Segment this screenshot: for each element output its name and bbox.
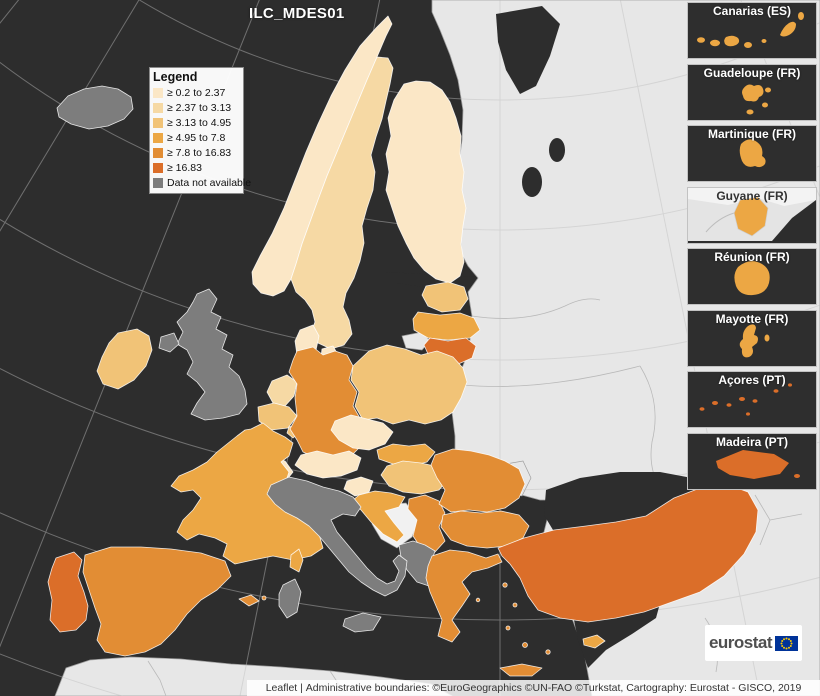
legend-item: Data not available <box>153 177 251 189</box>
country-netherlands[interactable] <box>266 374 298 407</box>
legend-item-label: ≥ 7.8 to 16.83 <box>167 147 232 159</box>
country-hungary[interactable] <box>380 460 450 495</box>
country-austria[interactable] <box>294 450 362 479</box>
legend-item: ≥ 2.37 to 3.13 <box>153 102 240 114</box>
inset-azores-map <box>699 383 792 416</box>
eurostat-logo: eurostat <box>705 625 802 661</box>
legend-item: ≥ 4.95 to 7.8 <box>153 132 240 144</box>
inset-canarias-map <box>697 12 804 48</box>
country-slovenia[interactable] <box>343 476 374 497</box>
inset-title: Canarias (ES) <box>712 4 792 18</box>
eu-flag-icon <box>775 635 799 651</box>
country-iceland[interactable] <box>56 85 134 130</box>
country-italy[interactable] <box>266 476 408 633</box>
inset-mayotte-map <box>739 323 770 357</box>
legend-title: Legend <box>153 70 198 84</box>
legend-item: ≥ 0.2 to 2.37 <box>153 87 240 99</box>
legend-item-label: ≥ 2.37 to 3.13 <box>167 102 232 114</box>
inset-title: Açores (PT) <box>718 373 786 387</box>
country-croatia[interactable] <box>351 490 406 543</box>
legend-swatch <box>153 148 163 158</box>
attribution-separator: | <box>297 682 306 694</box>
legend-swatch <box>153 103 163 113</box>
inset-title: Réunion (FR) <box>714 250 790 264</box>
country-spain[interactable] <box>82 546 267 657</box>
country-finland[interactable] <box>385 80 467 284</box>
inset-title: Mayotte (FR) <box>715 311 789 326</box>
inset-reunion-map <box>734 261 770 296</box>
map-title: ILC_MDES01 <box>249 5 345 22</box>
country-slovakia[interactable] <box>376 443 436 467</box>
country-czechia[interactable] <box>330 414 394 451</box>
country-ireland[interactable] <box>96 328 153 390</box>
country-cyprus[interactable] <box>582 634 606 649</box>
inset-martinique: Martinique (FR) <box>687 125 817 182</box>
legend-item-label: Data not available <box>167 177 252 189</box>
inset-panels: Canarias (ES) Guadeloupe (FR) Martinique… <box>687 2 817 490</box>
inset-guyane: Guyane (FR) <box>687 186 817 244</box>
legend-swatch <box>153 118 163 128</box>
inset-guadeloupe-map <box>742 84 771 114</box>
country-turkey[interactable] <box>497 483 759 623</box>
legend-item: ≥ 16.83 <box>153 162 240 174</box>
country-romania[interactable] <box>430 448 526 513</box>
legend-swatch <box>153 133 163 143</box>
inset-title: Martinique (FR) <box>708 127 796 141</box>
legend-item-label: ≥ 16.83 <box>167 162 202 174</box>
eurostat-logo-text: eurostat <box>708 633 773 652</box>
legend: Legend ≥ 0.2 to 2.37 ≥ 2.37 to 3.13 ≥ 3.… <box>149 67 251 194</box>
inset-madeira: Madeira (PT) <box>687 432 817 490</box>
inset-mayotte: Mayotte (FR) <box>687 309 817 367</box>
country-serbia[interactable] <box>407 494 446 553</box>
inset-guyane-map <box>688 187 816 241</box>
legend-item: ≥ 7.8 to 16.83 <box>153 147 240 159</box>
inset-martinique-map <box>739 139 766 168</box>
inset-guadeloupe: Guadeloupe (FR) <box>687 63 817 121</box>
inset-reunion: Réunion (FR) <box>687 248 817 305</box>
country-belgium[interactable] <box>257 402 298 431</box>
country-portugal[interactable] <box>47 551 89 633</box>
leaflet-link[interactable]: Leaflet <box>265 682 298 694</box>
country-poland[interactable] <box>350 344 468 425</box>
inset-madeira-map <box>716 449 800 479</box>
country-estonia[interactable] <box>421 281 469 313</box>
attribution-bar: Leaflet | Administrative boundaries: ©Eu… <box>247 680 820 696</box>
country-sweden[interactable] <box>290 56 394 350</box>
country-united-kingdom[interactable] <box>158 288 248 421</box>
country-latvia[interactable] <box>412 311 481 341</box>
legend-swatch <box>153 163 163 173</box>
countries-layer <box>47 15 759 677</box>
inset-canarias: Canarias (ES) <box>687 2 817 59</box>
legend-item-label: ≥ 0.2 to 2.37 <box>167 87 226 99</box>
country-france[interactable] <box>170 422 324 573</box>
inset-title: Madeira (PT) <box>715 434 788 449</box>
country-greece[interactable] <box>425 549 551 677</box>
legend-item: ≥ 3.13 to 4.95 <box>153 117 240 129</box>
inset-title: Guyane (FR) <box>716 188 788 203</box>
inset-title: Guadeloupe (FR) <box>703 65 801 80</box>
attribution-text: Administrative boundaries: ©EuroGeograph… <box>305 682 802 694</box>
legend-item-label: ≥ 3.13 to 4.95 <box>167 117 232 129</box>
legend-item-label: ≥ 4.95 to 7.8 <box>167 132 226 144</box>
inset-azores: Açores (PT) <box>687 371 817 428</box>
legend-swatch <box>153 88 163 98</box>
legend-swatch <box>153 178 163 188</box>
